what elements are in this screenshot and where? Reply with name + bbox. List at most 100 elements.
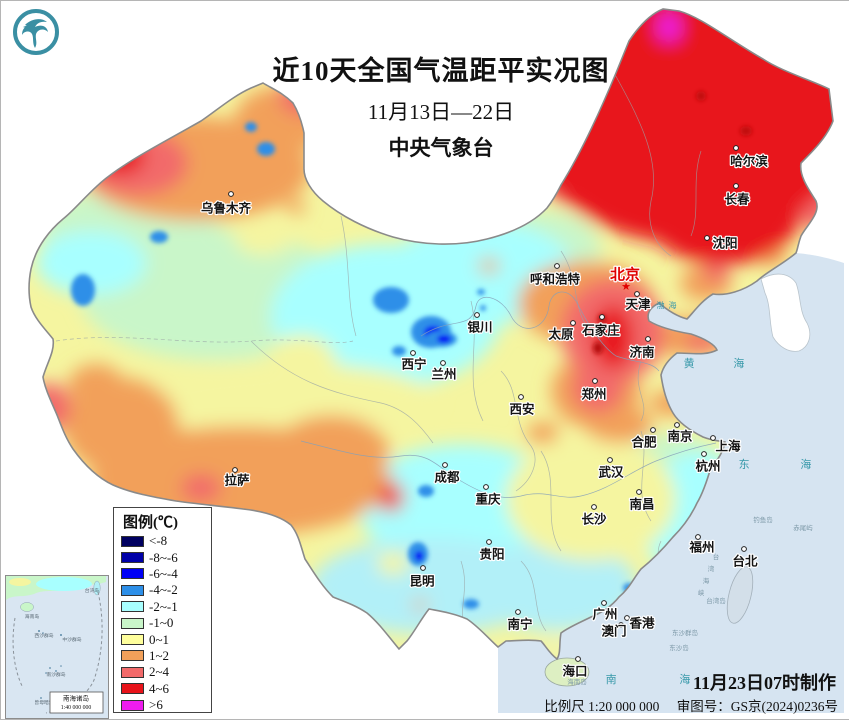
legend-swatch	[121, 601, 144, 613]
city-澳门: 澳门	[600, 622, 628, 640]
city-合肥: 合肥	[630, 427, 658, 451]
legend-item: -8~-6	[121, 549, 211, 565]
inset-geo-label: 海南岛	[25, 613, 40, 620]
city-dot	[570, 320, 576, 326]
city-石家庄: 石家庄	[580, 314, 621, 339]
geo-label: 东沙岛	[669, 643, 689, 652]
geo-label: 台湾岛	[706, 596, 726, 605]
city-dot	[733, 145, 739, 151]
city-label: 南昌	[629, 497, 654, 512]
city-label: 西安	[509, 402, 534, 417]
legend-label: -2~-1	[149, 598, 178, 614]
city-dot	[440, 360, 446, 366]
geo-label: 台	[713, 552, 720, 561]
korea-peninsula	[760, 273, 811, 352]
capital-star-icon: ★	[621, 281, 631, 293]
city-label: 银川	[467, 320, 492, 335]
legend-item: 4~6	[121, 681, 211, 697]
geo-label: 峡	[698, 588, 705, 597]
city-台北: 台北	[731, 546, 759, 570]
city-label: 海口	[562, 664, 587, 679]
city-label: 拉萨	[224, 473, 250, 488]
legend-label: >6	[149, 697, 163, 713]
sea-label: 黄 海	[684, 356, 763, 370]
legend-item: <-8	[121, 533, 211, 549]
legend-swatch	[121, 699, 144, 711]
city-dot	[483, 484, 489, 490]
city-label: 长沙	[581, 512, 607, 527]
city-label: 贵阳	[479, 547, 504, 562]
city-label: 郑州	[581, 387, 606, 402]
scale-line: 比例尺 1:20 000 000 审图号：GS京(2024)0236号	[544, 695, 838, 715]
city-dot	[733, 183, 739, 189]
legend-swatch	[121, 650, 144, 662]
sea-label: 东 海	[739, 457, 836, 471]
dragon-logo-icon	[13, 9, 59, 55]
city-成都: 成都	[433, 462, 461, 486]
geo-label: 海南岛	[567, 677, 587, 686]
sea-labels: 渤 海黄 海东 海南 海	[606, 300, 836, 686]
city-label: 呼和浩特	[530, 272, 581, 287]
province-boundaries	[55, 70, 702, 632]
city-天津: 天津	[624, 291, 652, 313]
city-dot	[607, 457, 613, 463]
city-上海: 上海	[710, 435, 742, 455]
geo-label: 东沙群岛	[672, 628, 698, 637]
city-label: 武汉	[598, 465, 624, 480]
geo-label: 赤尾屿	[793, 523, 813, 532]
geo-label: 钓鱼岛	[753, 515, 773, 524]
south-china-sea-inset: 台湾岛 海南岛 西沙群岛 中沙群岛 南沙群岛 曾母暗沙 南海诸岛 1:40 000 000	[5, 575, 109, 719]
city-dot	[575, 656, 581, 662]
city-dot	[710, 435, 716, 441]
city-济南: 济南	[628, 336, 656, 361]
city-北京: ★北京	[609, 264, 641, 293]
legend-label: 4~6	[149, 680, 170, 696]
hainan-island	[544, 657, 590, 687]
city-label: 上海	[715, 439, 741, 454]
legend-swatch	[121, 584, 144, 596]
city-dot	[515, 609, 521, 615]
city-沈阳: 沈阳	[704, 234, 739, 252]
legend-swatch	[121, 535, 144, 547]
city-dot	[410, 350, 416, 356]
city-label: 南宁	[507, 617, 532, 632]
city-长沙: 长沙	[580, 504, 608, 528]
city-银川: 银川	[466, 312, 494, 336]
legend-item: >6	[121, 697, 211, 713]
city-dot	[704, 235, 710, 241]
approval-number: 审图号：GS京(2024)0236号	[676, 699, 838, 714]
city-label: 沈阳	[712, 236, 737, 251]
city-dot	[442, 462, 448, 468]
city-label: 兰州	[431, 367, 456, 382]
city-dot	[634, 291, 640, 297]
city-dot	[591, 504, 597, 510]
city-拉萨: 拉萨	[223, 467, 251, 489]
city-昆明: 昆明	[408, 565, 436, 590]
city-label: 石家庄	[581, 323, 620, 338]
city-label: 北京	[610, 266, 640, 284]
city-武汉: 武汉	[597, 457, 625, 481]
legend-item: 0~1	[121, 631, 211, 647]
city-重庆: 重庆	[474, 484, 502, 508]
city-海口: 海口	[561, 656, 589, 680]
city-兰州: 兰州	[430, 360, 458, 383]
city-西宁: 西宁	[400, 350, 428, 373]
legend-label: -8~-6	[149, 549, 178, 565]
legend-swatch	[121, 617, 144, 629]
city-太原: 太原	[547, 320, 576, 343]
taiwan-island	[726, 566, 754, 624]
legend-item: 1~2	[121, 648, 211, 664]
city-dot	[601, 600, 607, 606]
city-乌鲁木齐: 乌鲁木齐	[200, 191, 253, 217]
city-label: 长春	[724, 192, 750, 207]
city-label: 杭州	[695, 459, 720, 474]
legend-item: 2~4	[121, 664, 211, 680]
geo-label: 海	[703, 576, 710, 585]
city-南京: 南京	[666, 422, 694, 445]
city-label: 香港	[628, 616, 655, 631]
